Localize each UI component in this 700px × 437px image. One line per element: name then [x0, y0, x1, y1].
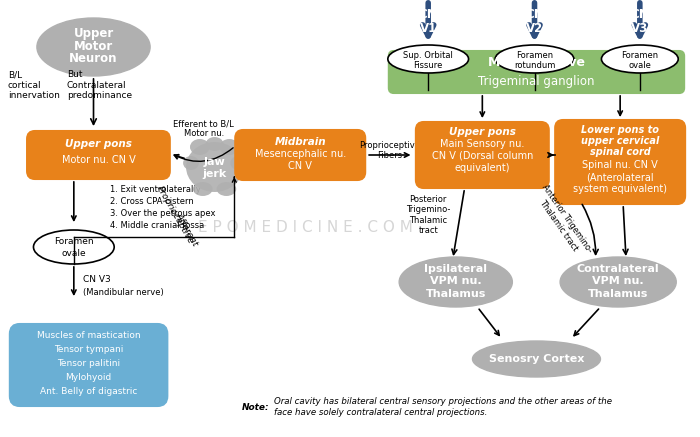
Text: CN: CN [631, 8, 649, 21]
Text: Sup. Orbital: Sup. Orbital [403, 52, 453, 60]
Ellipse shape [193, 182, 213, 196]
Text: Jaw: Jaw [204, 157, 225, 167]
Text: Foramen: Foramen [516, 52, 553, 60]
Ellipse shape [37, 18, 150, 76]
Text: CN V (Dorsal column: CN V (Dorsal column [432, 151, 533, 161]
Ellipse shape [190, 139, 210, 155]
Text: Ant. Belly of digastric: Ant. Belly of digastric [40, 386, 137, 395]
Text: Contralateral: Contralateral [577, 264, 659, 274]
Text: Motor nu.: Motor nu. [183, 129, 224, 139]
Text: Upper: Upper [74, 28, 113, 41]
Text: Muscles of mastication: Muscles of mastication [37, 330, 141, 340]
FancyBboxPatch shape [555, 120, 685, 204]
Text: Motor nu. CN V: Motor nu. CN V [62, 155, 135, 165]
Text: Foramen: Foramen [54, 236, 94, 246]
Text: Neuron: Neuron [69, 52, 118, 65]
Ellipse shape [473, 341, 601, 377]
Text: (Anterolateral: (Anterolateral [587, 172, 654, 182]
FancyBboxPatch shape [416, 122, 549, 188]
Text: CN V: CN V [288, 161, 312, 171]
Text: Senosry Cortex: Senosry Cortex [489, 354, 584, 364]
Ellipse shape [220, 139, 239, 155]
Text: Tensor palitini: Tensor palitini [57, 358, 120, 368]
Text: Meckel's cave: Meckel's cave [488, 56, 585, 69]
Text: Tensor tympani: Tensor tympani [54, 344, 123, 354]
FancyBboxPatch shape [10, 324, 167, 406]
FancyBboxPatch shape [235, 130, 365, 180]
Text: Spinal nu. CN V: Spinal nu. CN V [582, 160, 658, 170]
Ellipse shape [34, 230, 114, 264]
Text: Ipsilateral: Ipsilateral [424, 264, 487, 274]
Ellipse shape [216, 182, 236, 196]
Text: Fibers: Fibers [377, 152, 402, 160]
Text: Oral cavity has bilateral central sensory projections and the other areas of the: Oral cavity has bilateral central sensor… [274, 397, 612, 417]
Ellipse shape [206, 137, 223, 151]
Text: Upper pons: Upper pons [65, 139, 132, 149]
Ellipse shape [183, 156, 199, 170]
Text: B/L
cortical
innervation: B/L cortical innervation [8, 70, 60, 100]
Text: V1: V1 [419, 21, 437, 35]
Text: VPM nu.: VPM nu. [592, 276, 644, 286]
Ellipse shape [388, 45, 468, 73]
Ellipse shape [230, 156, 246, 170]
Text: Afferent: Afferent [174, 212, 200, 248]
Text: Motor: Motor [74, 39, 113, 52]
Text: Thalamus: Thalamus [426, 289, 486, 299]
Ellipse shape [186, 142, 243, 192]
Text: E P O M E D I C I N E . C O M: E P O M E D I C I N E . C O M [197, 219, 412, 235]
Text: Mylohyoid: Mylohyoid [66, 372, 112, 382]
Ellipse shape [560, 257, 676, 307]
Text: ovale: ovale [62, 249, 86, 257]
Text: Mesencephalic nu.: Mesencephalic nu. [255, 149, 346, 159]
Text: VPM nu.: VPM nu. [430, 276, 482, 286]
Text: V3: V3 [631, 21, 648, 35]
Text: Fissure: Fissure [414, 62, 443, 70]
FancyBboxPatch shape [27, 131, 170, 179]
Text: Efferent to B/L: Efferent to B/L [174, 119, 234, 128]
Text: CN V3: CN V3 [83, 275, 111, 284]
Text: Upper pons: Upper pons [449, 127, 516, 137]
Text: But
Contralateral
predominance: But Contralateral predominance [67, 70, 132, 100]
Text: upper cervical: upper cervical [581, 136, 659, 146]
Text: system equivalent): system equivalent) [573, 184, 667, 194]
Text: V2: V2 [526, 21, 543, 35]
FancyBboxPatch shape [389, 51, 684, 93]
Text: Lower pons to: Lower pons to [581, 125, 659, 135]
Text: 4. Middle cranial fossa: 4. Middle cranial fossa [110, 221, 204, 229]
Text: Note:: Note: [242, 402, 270, 412]
Text: CN: CN [525, 8, 544, 21]
Text: Main Sensory nu.: Main Sensory nu. [440, 139, 524, 149]
Text: Posterior
Trigemino-
Thalamic
tract: Posterior Trigemino- Thalamic tract [406, 195, 450, 235]
Text: Thalamus: Thalamus [588, 289, 648, 299]
Text: ovale: ovale [629, 62, 651, 70]
Text: 2. Cross CPA cistern: 2. Cross CPA cistern [110, 197, 194, 205]
Text: Anterior Trigemino-
Thalamic tract: Anterior Trigemino- Thalamic tract [532, 183, 594, 261]
Text: CN: CN [419, 8, 438, 21]
Text: rotundum: rotundum [514, 62, 555, 70]
Text: 1. Exit ventrolaterally: 1. Exit ventrolaterally [110, 184, 201, 194]
Text: Proprioceptive: Proprioceptive [155, 184, 195, 246]
Ellipse shape [601, 45, 678, 73]
Text: Proprioceptive: Proprioceptive [359, 141, 420, 149]
Text: jerk: jerk [202, 169, 227, 179]
Text: Trigeminal ganglion: Trigeminal ganglion [478, 74, 595, 87]
Ellipse shape [495, 45, 574, 73]
Text: Midbrain: Midbrain [274, 137, 326, 147]
Text: (Mandibular nerve): (Mandibular nerve) [83, 288, 163, 296]
Text: spinal cord: spinal cord [590, 147, 650, 157]
Text: Foramen: Foramen [622, 52, 659, 60]
Ellipse shape [399, 257, 512, 307]
Text: 3. Over the petrous apex: 3. Over the petrous apex [110, 208, 216, 218]
Text: equivalent): equivalent) [454, 163, 510, 173]
